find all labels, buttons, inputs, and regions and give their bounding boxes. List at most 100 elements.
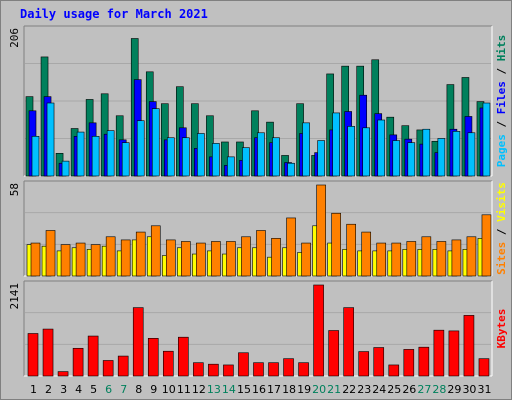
bar-pages-day-23 (362, 127, 371, 177)
x-tick-24: 24 (372, 383, 386, 396)
bar-kbytes-day-26 (403, 349, 415, 377)
bar-kbytes-day-21 (328, 330, 339, 377)
bar-pages-day-17 (272, 137, 280, 177)
x-tick-13: 13 (207, 383, 221, 396)
x-tick-7: 7 (120, 383, 127, 396)
bar-pages-day-20 (317, 140, 325, 177)
bar-kbytes-day-27 (418, 346, 430, 377)
bar-sites-day-5 (90, 244, 101, 277)
bar-pages-day-3 (61, 160, 70, 177)
bar-pages-day-11 (182, 137, 190, 177)
bar-kbytes-day-31 (478, 358, 490, 377)
bar-sites-day-14 (226, 241, 236, 277)
bar-sites-day-18 (286, 217, 296, 277)
bar-kbytes-day-28 (433, 329, 445, 377)
bar-kbytes-day-14 (223, 364, 234, 377)
bar-sites-day-6 (105, 236, 116, 277)
side-label-visits: Visits (495, 182, 508, 222)
bar-sites-day-22 (346, 223, 356, 277)
x-tick-28: 28 (432, 383, 446, 396)
bar-kbytes-day-6 (102, 360, 114, 377)
bar-pages-day-15 (242, 147, 250, 177)
bar-sites-day-31 (481, 214, 492, 277)
bar-kbytes-day-7 (117, 355, 129, 377)
bar-pages-day-16 (257, 132, 265, 177)
bar-sites-day-25 (391, 242, 402, 277)
x-tick-4: 4 (75, 383, 82, 396)
x-tick-23: 23 (357, 383, 371, 396)
bar-sites-day-12 (196, 242, 206, 277)
bar-pages-day-26 (407, 142, 416, 177)
bar-pages-day-1 (31, 136, 40, 177)
x-tick-8: 8 (135, 383, 142, 396)
x-tick-31: 31 (477, 383, 491, 396)
bar-pages-day-13 (212, 143, 220, 177)
bar-sites-day-13 (211, 241, 221, 277)
bar-sites-day-30 (466, 236, 477, 277)
bar-kbytes-day-25 (388, 364, 400, 377)
bar-kbytes-day-11 (178, 336, 189, 377)
bar-pages-day-8 (136, 120, 145, 177)
x-tick-21: 21 (327, 383, 341, 396)
x-tick-10: 10 (162, 383, 176, 396)
x-tick-29: 29 (447, 383, 461, 396)
x-tick-11: 11 (177, 383, 191, 396)
bar-kbytes-day-9 (147, 337, 159, 377)
bar-sites-day-11 (181, 241, 191, 277)
bar-pages-day-10 (166, 137, 175, 177)
bar-sites-day-17 (271, 238, 281, 277)
bar-kbytes-day-18 (283, 358, 294, 377)
x-tick-30: 30 (462, 383, 476, 396)
bar-sites-day-3 (60, 244, 71, 277)
bar-pages-day-5 (91, 136, 100, 177)
side-label-hits-files-pages: Pages / Files / Hits (495, 35, 508, 168)
bar-sites-day-27 (421, 236, 432, 277)
bar-kbytes-day-1 (27, 333, 39, 377)
bar-kbytes-day-12 (193, 362, 204, 377)
chart-title: Daily usage for March 2021 (20, 7, 208, 21)
ymax-label-kbytes: 2141 (8, 283, 21, 310)
ymax-label-visits-sites: 58 (8, 183, 21, 196)
bar-kbytes-day-4 (72, 347, 84, 377)
bar-sites-day-19 (301, 242, 311, 277)
x-tick-27: 27 (417, 383, 431, 396)
bar-sites-day-7 (120, 239, 131, 277)
x-tick-17: 17 (267, 383, 281, 396)
x-tick-3: 3 (60, 383, 67, 396)
bar-kbytes-day-10 (162, 350, 174, 377)
bar-sites-day-10 (165, 239, 176, 277)
bar-sites-day-29 (451, 239, 462, 277)
side-label-visits-sites: Sites / Visits (495, 182, 508, 275)
bar-kbytes-day-13 (208, 363, 219, 377)
ymax-label-hits-files-pages: 206 (8, 28, 21, 48)
bar-kbytes-day-23 (358, 351, 370, 377)
x-tick-5: 5 (90, 383, 97, 396)
bar-pages-day-25 (392, 140, 401, 177)
bar-pages-day-31 (482, 102, 491, 177)
side-label-kbytes: KBytes (495, 309, 508, 349)
x-tick-20: 20 (312, 383, 326, 396)
side-label-kbytes: KBytes (495, 309, 508, 349)
bar-pages-day-30 (467, 132, 476, 177)
bar-sites-day-20 (316, 184, 326, 277)
bar-pages-day-7 (121, 142, 130, 177)
bar-sites-day-24 (376, 242, 387, 277)
bar-sites-day-4 (75, 242, 86, 277)
x-tick-26: 26 (402, 383, 416, 396)
x-tick-14: 14 (222, 383, 236, 396)
x-tick-16: 16 (252, 383, 266, 396)
bar-pages-day-14 (227, 156, 235, 177)
x-tick-1: 1 (30, 383, 37, 396)
bar-kbytes-day-22 (343, 307, 354, 377)
x-tick-12: 12 (192, 383, 206, 396)
bar-kbytes-day-29 (448, 330, 460, 377)
bar-sites-day-1 (30, 242, 41, 277)
bar-sites-day-15 (241, 236, 251, 277)
side-label-pages: Pages (495, 134, 508, 167)
bar-pages-day-12 (197, 133, 205, 177)
side-label-hits: Hits (495, 35, 508, 62)
bar-pages-day-24 (377, 119, 386, 177)
x-tick-2: 2 (45, 383, 52, 396)
x-tick-9: 9 (150, 383, 157, 396)
